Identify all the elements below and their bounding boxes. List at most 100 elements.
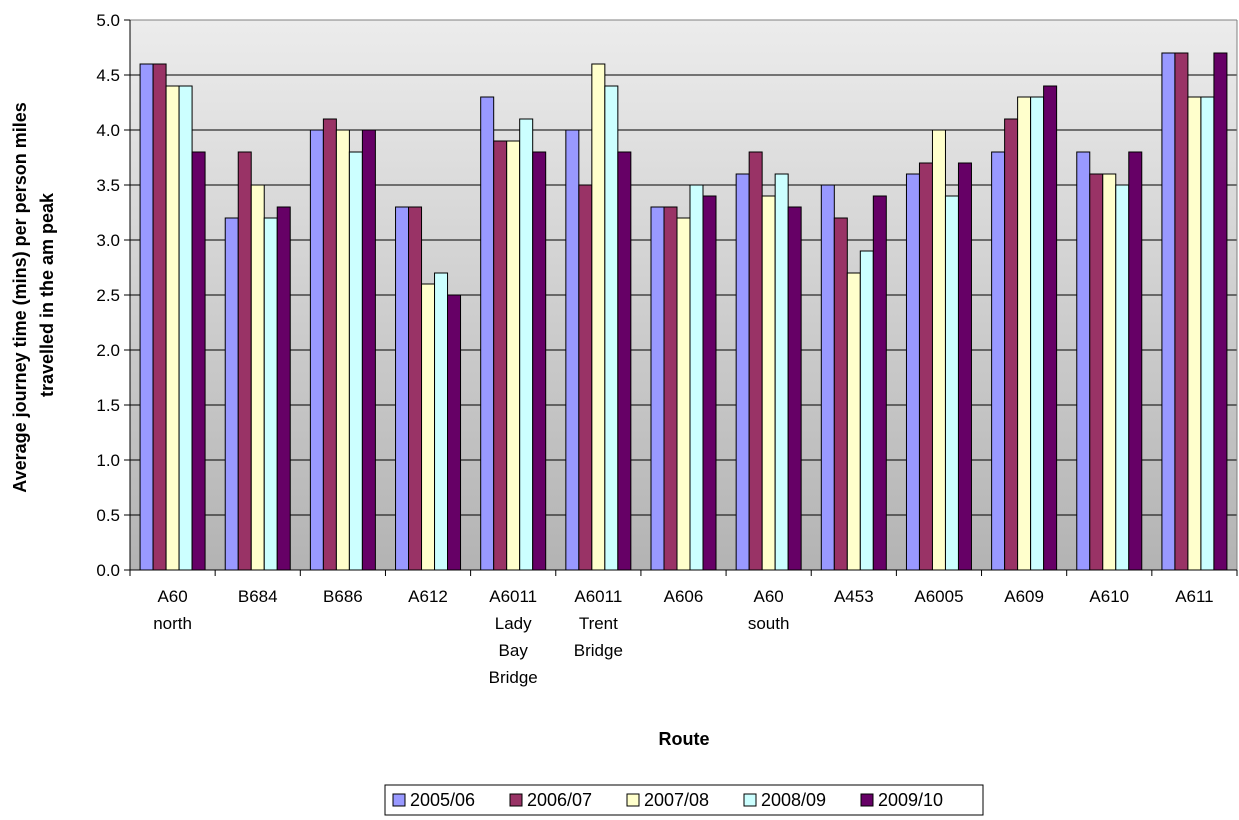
bar (335, 129, 350, 571)
bar (1128, 151, 1143, 571)
bar (506, 140, 521, 571)
y-tick-label: 0.0 (96, 561, 120, 580)
legend-swatch (509, 793, 523, 807)
legend-label: 2007/08 (644, 790, 709, 810)
y-axis-title-line-1: Average journey time (mins) per person m… (10, 102, 30, 492)
bar (408, 206, 423, 571)
bar (650, 206, 665, 571)
y-tick-label: 4.5 (96, 66, 120, 85)
legend: 2005/06 2006/07 2007/08 2008/09 2009/10 (392, 790, 943, 810)
x-tick-label: north (153, 614, 192, 633)
bar (859, 250, 874, 571)
bar (905, 173, 920, 571)
x-tick-label: Lady (495, 614, 532, 633)
bar (702, 195, 717, 571)
legend-label: 2008/09 (761, 790, 826, 810)
bar (689, 184, 704, 571)
bar (957, 162, 972, 571)
bar (309, 129, 324, 571)
x-tick-label: A611 (1175, 587, 1213, 606)
bar (604, 85, 619, 571)
bar (1161, 52, 1176, 571)
bar (1004, 118, 1019, 571)
bar (178, 85, 193, 571)
bar (991, 151, 1006, 571)
x-tick-label: A60 (754, 587, 784, 606)
legend-swatch (392, 793, 406, 807)
y-tick-label: 2.5 (96, 286, 120, 305)
bar (944, 195, 959, 571)
bar (276, 206, 291, 571)
legend-box (384, 784, 984, 816)
y-tick-label: 5.0 (96, 11, 120, 30)
bar (1187, 96, 1202, 571)
x-tick-label: A6011 (489, 587, 537, 606)
x-tick-label: Bridge (489, 668, 538, 687)
bar (591, 63, 606, 571)
bar (480, 96, 495, 571)
bar (532, 151, 547, 571)
x-tick-label: A612 (408, 587, 448, 606)
legend-label: 2006/07 (527, 790, 592, 810)
bar (787, 206, 802, 571)
bar (1017, 96, 1032, 571)
x-tick-label: A610 (1089, 587, 1129, 606)
bar (1200, 96, 1215, 571)
bar (1030, 96, 1045, 571)
bar (1089, 173, 1104, 571)
bar (395, 206, 410, 571)
y-tick-label: 3.5 (96, 176, 120, 195)
bar (152, 63, 167, 571)
bar (250, 184, 265, 571)
y-tick-label: 0.5 (96, 506, 120, 525)
x-tick-label: Bay (499, 641, 529, 660)
bar (519, 118, 534, 571)
bar (846, 272, 861, 571)
x-tick-label: Trent (579, 614, 618, 633)
bar (263, 217, 278, 571)
bar (421, 283, 436, 571)
bar (565, 129, 580, 571)
bar (833, 217, 848, 571)
bar (165, 85, 180, 571)
bar (237, 151, 252, 571)
legend-swatch (743, 793, 757, 807)
bar (447, 294, 462, 571)
bar (918, 162, 933, 571)
x-tick-label: Bridge (574, 641, 623, 660)
bar (191, 151, 206, 571)
bar (748, 151, 763, 571)
x-tick-label: A60 (157, 587, 187, 606)
bar (761, 195, 776, 571)
bar (361, 129, 376, 571)
bar (735, 173, 750, 571)
bar (617, 151, 632, 571)
bar (1076, 151, 1091, 571)
legend-swatch (860, 793, 874, 807)
bar (139, 63, 154, 571)
y-axis-title: Average journey time (mins) per person m… (10, 97, 57, 492)
bar (774, 173, 789, 571)
x-tick-label: south (748, 614, 790, 633)
y-axis-title-line-2: travelled in the am peak (37, 192, 57, 397)
bar (578, 184, 593, 571)
legend-label: 2005/06 (410, 790, 475, 810)
x-tick-label: A6005 (914, 587, 963, 606)
bar (676, 217, 691, 571)
x-axis-ticks: A60 north B684 B686 A612 A6011 Lady Bay Bridge A6… (129, 570, 1238, 687)
legend-label: 2009/10 (878, 790, 943, 810)
bar (1213, 52, 1228, 571)
y-tick-label: 4.0 (96, 121, 120, 140)
bar (348, 151, 363, 571)
x-tick-label: B686 (323, 587, 363, 606)
x-tick-label: A453 (834, 587, 874, 606)
bar (493, 140, 508, 571)
y-tick-label: 1.5 (96, 396, 120, 415)
bar (1174, 52, 1189, 571)
bar (663, 206, 678, 571)
y-axis-ticks: 0.0 0.5 1.0 1.5 2.0 2.5 3.0 3.5 4.0 4.5 5.0 (96, 11, 130, 580)
y-tick-label: 2.0 (96, 341, 120, 360)
x-tick-label: A609 (1004, 587, 1044, 606)
bar (322, 118, 337, 571)
